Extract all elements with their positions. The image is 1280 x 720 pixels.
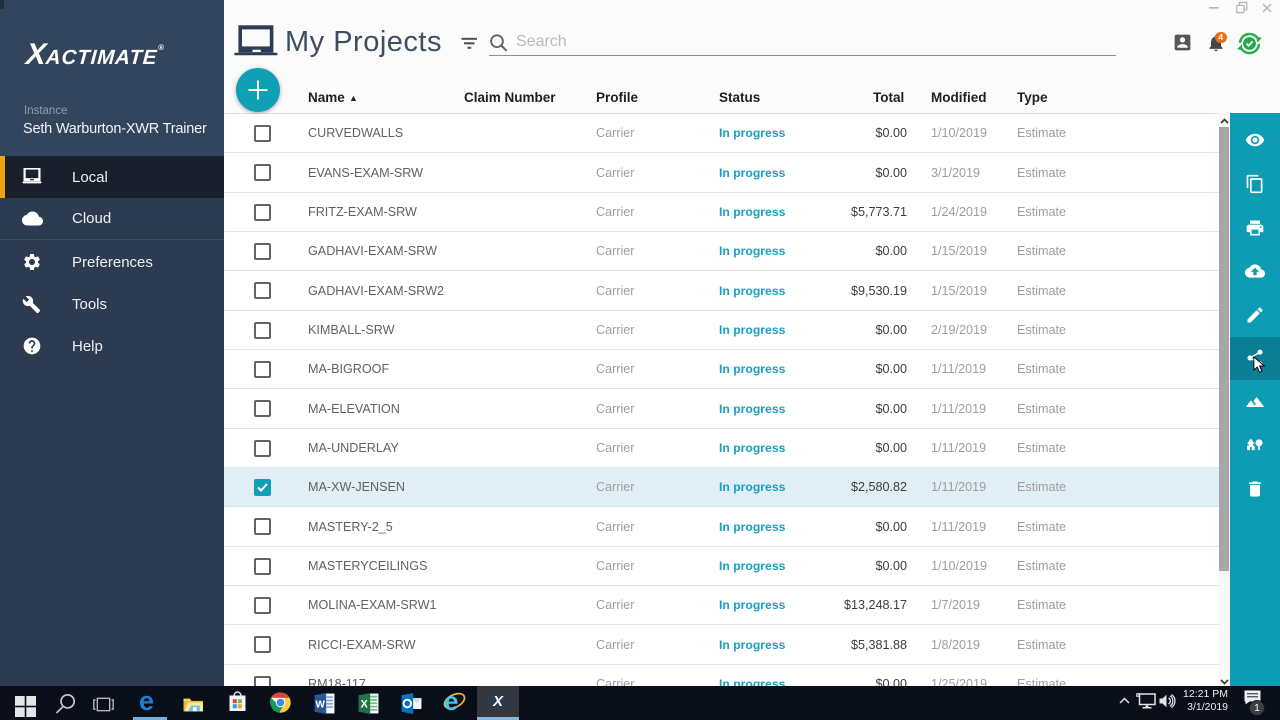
svg-text:W: W bbox=[315, 699, 325, 710]
svg-text:X: X bbox=[361, 698, 369, 710]
